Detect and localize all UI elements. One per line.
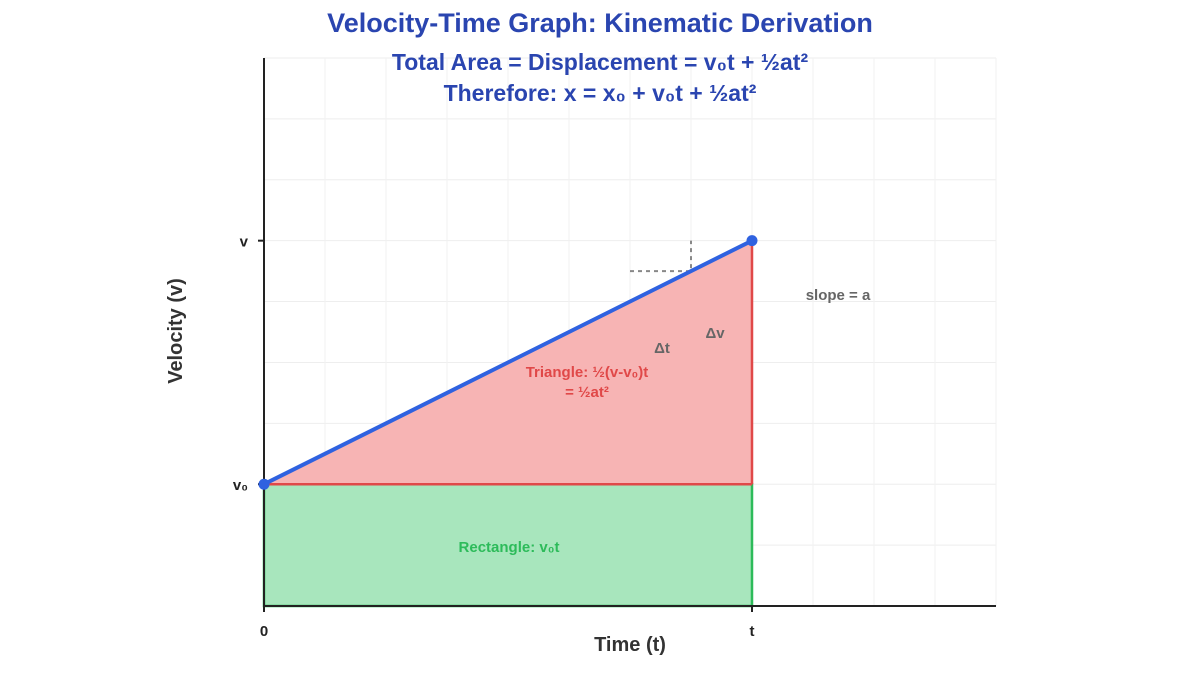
chart-title: Velocity-Time Graph: Kinematic Derivatio… xyxy=(327,8,873,38)
data-point-start xyxy=(258,478,270,490)
rectangle-label: Rectangle: v₀t xyxy=(459,539,560,556)
triangle-label-1: Triangle: ½(v-v₀)t xyxy=(526,364,649,381)
delta-v-label: Δv xyxy=(705,325,725,342)
x-tick-label: t xyxy=(750,623,755,640)
y-tick-label: v xyxy=(240,234,249,251)
triangle-label-2: = ½at² xyxy=(565,384,609,401)
y-tick-label: v₀ xyxy=(233,477,248,494)
chart-subtitle-1: Total Area = Displacement = v₀t + ½at² xyxy=(392,49,809,75)
y-axis-label: Velocity (v) xyxy=(165,278,187,384)
chart-subtitle-2: Therefore: x = x₀ + v₀t + ½at² xyxy=(444,80,757,106)
data-point-end xyxy=(746,235,758,247)
ticks: 0 t v₀ v xyxy=(233,234,755,640)
velocity-line xyxy=(262,238,754,487)
slope-label: slope = a xyxy=(806,287,871,304)
x-tick-label: 0 xyxy=(260,623,268,640)
slope-guide-dashed xyxy=(630,240,692,273)
x-axis-label: Time (t) xyxy=(594,634,666,656)
delta-t-label: Δt xyxy=(654,340,670,357)
